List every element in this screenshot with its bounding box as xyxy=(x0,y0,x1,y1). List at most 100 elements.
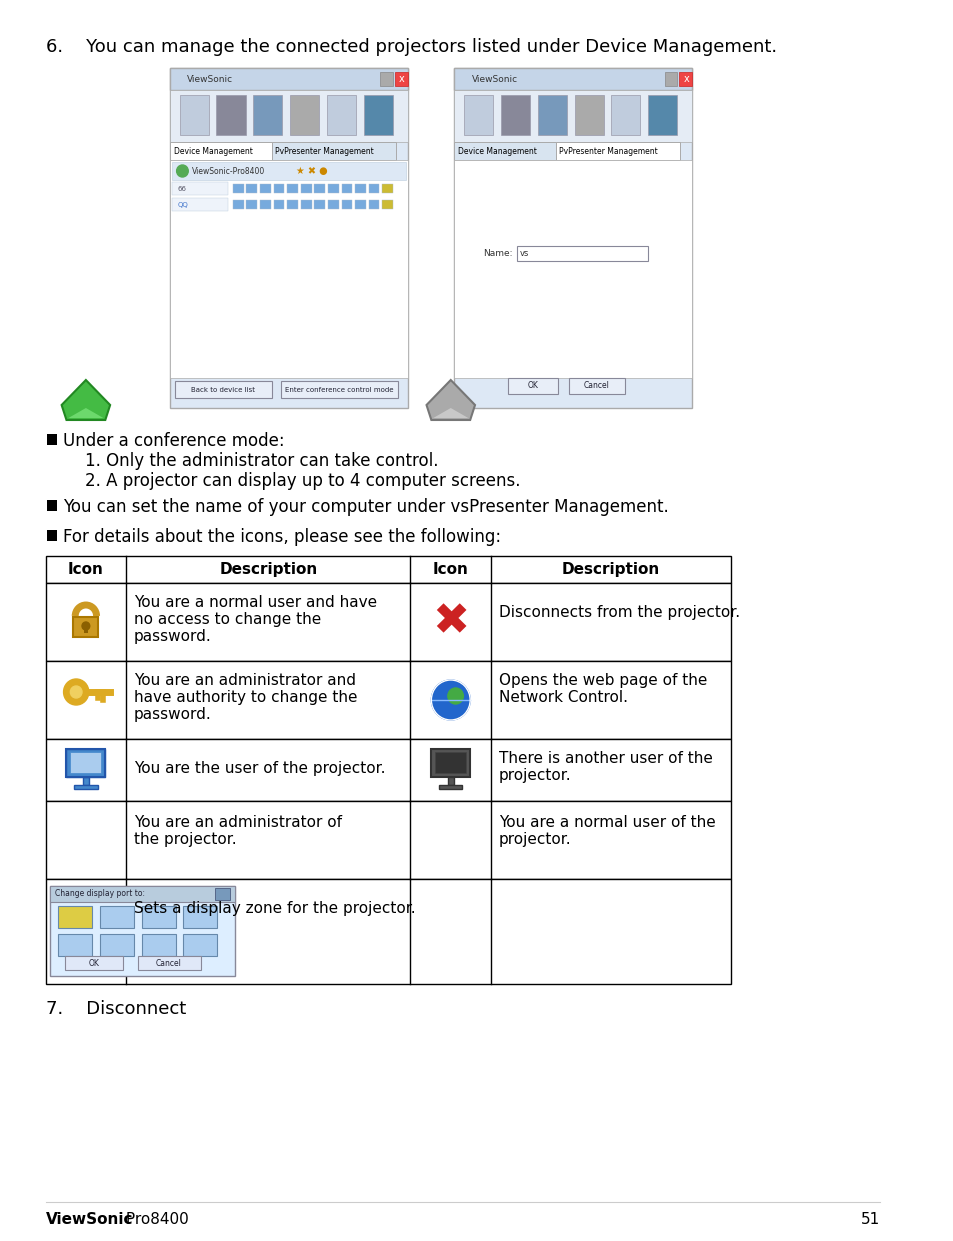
Bar xyxy=(83,777,89,786)
Bar xyxy=(314,184,325,194)
Text: have authority to change the: have authority to change the xyxy=(133,690,357,705)
Bar xyxy=(382,200,393,208)
Text: There is another user of the: There is another user of the xyxy=(498,751,712,766)
Text: PvPresenter Management: PvPresenter Management xyxy=(274,146,373,155)
Text: password.: password. xyxy=(133,707,212,722)
Text: 2. A projector can display up to 4 computer screens.: 2. A projector can display up to 4 compu… xyxy=(86,472,520,490)
Text: You are a normal user of the: You are a normal user of the xyxy=(498,815,715,830)
Bar xyxy=(172,163,405,180)
Bar xyxy=(463,96,493,135)
Polygon shape xyxy=(62,380,110,419)
Text: You are a normal user and have: You are a normal user and have xyxy=(133,594,376,611)
Bar xyxy=(287,200,297,208)
Bar xyxy=(664,72,677,86)
Bar xyxy=(327,96,355,135)
Bar xyxy=(454,68,691,91)
Bar xyxy=(454,91,691,141)
Bar xyxy=(246,200,257,208)
Bar xyxy=(170,68,407,91)
Bar xyxy=(137,956,201,970)
Bar xyxy=(179,96,209,135)
Bar xyxy=(679,72,691,86)
Text: 51: 51 xyxy=(860,1212,880,1227)
Bar xyxy=(300,200,312,208)
Text: Network Control.: Network Control. xyxy=(498,690,627,705)
Bar xyxy=(454,160,691,379)
Text: Under a conference mode:: Under a conference mode: xyxy=(63,432,284,450)
Bar xyxy=(84,625,88,633)
Bar xyxy=(74,786,97,789)
Bar xyxy=(58,906,92,928)
Bar xyxy=(507,379,558,393)
Circle shape xyxy=(176,165,188,177)
Bar xyxy=(46,556,730,583)
Text: OK: OK xyxy=(527,381,537,391)
Bar xyxy=(517,246,648,261)
Bar xyxy=(51,886,234,975)
Text: Description: Description xyxy=(561,562,659,577)
Bar xyxy=(58,934,92,956)
Bar xyxy=(253,96,282,135)
Circle shape xyxy=(82,622,90,630)
Bar xyxy=(380,72,393,86)
Text: ★ ✖ ●: ★ ✖ ● xyxy=(295,166,327,176)
Bar xyxy=(281,381,397,398)
Bar xyxy=(233,200,243,208)
Text: ViewSonic-Pro8400: ViewSonic-Pro8400 xyxy=(192,166,265,175)
Text: Enter conference control mode: Enter conference control mode xyxy=(285,386,394,392)
Bar xyxy=(341,184,352,194)
Text: Name:: Name: xyxy=(483,248,513,257)
Bar xyxy=(260,200,271,208)
Bar xyxy=(355,184,365,194)
Bar xyxy=(341,200,352,208)
Text: ViewSonic: ViewSonic xyxy=(471,74,517,83)
Text: 6.    You can manage the connected projectors listed under Device Management.: 6. You can manage the connected projecto… xyxy=(46,38,776,56)
Bar xyxy=(183,906,217,928)
Bar xyxy=(369,184,379,194)
Circle shape xyxy=(64,679,89,705)
Text: vs: vs xyxy=(519,248,529,257)
Text: Change display port to:: Change display port to: xyxy=(55,890,145,898)
Text: Icon: Icon xyxy=(68,562,104,577)
Text: projector.: projector. xyxy=(498,768,571,783)
Bar xyxy=(500,96,529,135)
Bar xyxy=(568,379,624,393)
Bar xyxy=(172,199,228,211)
Bar xyxy=(369,200,379,208)
Bar xyxy=(47,500,57,511)
Text: ViewSonic: ViewSonic xyxy=(187,74,233,83)
Bar xyxy=(556,141,679,160)
Text: Pro8400: Pro8400 xyxy=(121,1212,189,1227)
Bar xyxy=(46,583,730,661)
Bar xyxy=(395,72,407,86)
Bar xyxy=(71,752,101,773)
Bar xyxy=(438,786,462,789)
Text: QQ: QQ xyxy=(177,202,188,208)
Text: x: x xyxy=(398,74,404,84)
Bar xyxy=(47,530,57,541)
Bar xyxy=(435,752,466,773)
Bar xyxy=(328,184,338,194)
Bar xyxy=(170,141,272,160)
Bar xyxy=(246,184,257,194)
Bar xyxy=(73,617,98,637)
Bar xyxy=(537,96,566,135)
Bar xyxy=(328,200,338,208)
Polygon shape xyxy=(69,408,103,418)
Text: the projector.: the projector. xyxy=(133,831,236,848)
Text: Icon: Icon xyxy=(433,562,468,577)
Text: Cancel: Cancel xyxy=(155,958,182,968)
Bar xyxy=(648,96,677,135)
Polygon shape xyxy=(426,380,475,419)
Bar xyxy=(67,750,105,777)
Text: 7.    Disconnect: 7. Disconnect xyxy=(46,1000,186,1018)
Text: Description: Description xyxy=(219,562,317,577)
Text: no access to change the: no access to change the xyxy=(133,612,321,627)
Text: ViewSonic: ViewSonic xyxy=(46,1212,133,1227)
Bar xyxy=(170,160,407,379)
Circle shape xyxy=(447,688,463,704)
Bar xyxy=(260,184,271,194)
Bar xyxy=(174,381,272,398)
Bar xyxy=(447,777,454,786)
Bar xyxy=(46,879,730,984)
